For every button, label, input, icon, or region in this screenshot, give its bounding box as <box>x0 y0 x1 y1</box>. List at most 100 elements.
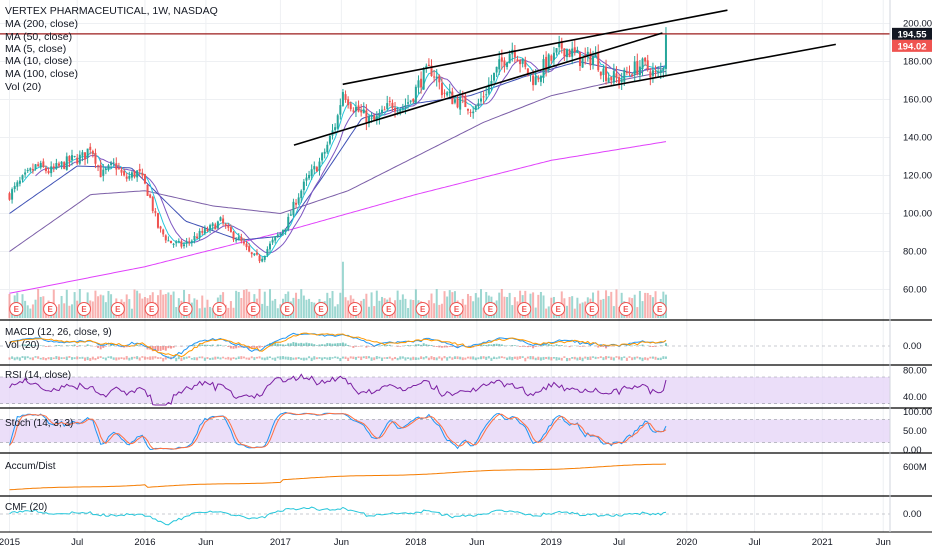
earnings-marker[interactable] <box>178 302 193 316</box>
macd-histogram-bar <box>305 342 308 346</box>
candle-body <box>149 194 152 198</box>
earnings-marker[interactable] <box>144 302 159 316</box>
macd-histogram-bar <box>97 346 100 348</box>
candle-body <box>425 65 428 69</box>
earnings-marker[interactable] <box>652 302 667 316</box>
volume-bar <box>55 307 58 318</box>
macd-volume-bar <box>529 356 532 360</box>
macd-volume-bar <box>31 357 34 361</box>
macd-histogram-bar <box>34 345 37 346</box>
candle-body <box>177 240 180 242</box>
earnings-marker[interactable] <box>517 302 532 316</box>
macd-histogram-bar <box>235 346 238 349</box>
earnings-marker[interactable] <box>212 302 227 316</box>
macd-volume-bar <box>271 357 274 360</box>
earnings-marker[interactable] <box>110 302 125 316</box>
volume-bar <box>37 289 40 318</box>
volume-bar <box>373 306 376 318</box>
macd-volume-bar <box>370 357 373 361</box>
earnings-marker[interactable] <box>449 302 464 316</box>
macd-volume-bar <box>571 357 574 359</box>
channel-trend-line[interactable] <box>342 9 728 86</box>
macd-volume-bar <box>524 357 527 362</box>
macd-volume-bar <box>94 357 97 361</box>
macd-histogram-bar <box>417 344 420 346</box>
x-tick-label: 2018 <box>405 537 426 548</box>
candle-body <box>240 237 243 241</box>
macd-volume-bar <box>227 356 230 360</box>
macd-volume-bar <box>594 356 597 360</box>
macd-volume-bar <box>250 356 253 359</box>
volume-bar <box>365 293 368 318</box>
candle-body <box>34 164 37 170</box>
macd-volume-bar <box>321 357 324 361</box>
candle-body <box>586 51 589 57</box>
volume-bar <box>399 299 402 318</box>
earnings-marker[interactable] <box>246 302 261 316</box>
candle-body <box>396 111 399 113</box>
channel-trend-line[interactable] <box>293 32 663 146</box>
earnings-marker-label: E <box>488 305 494 314</box>
macd-histogram-bar <box>513 345 516 346</box>
candle-body <box>495 66 498 73</box>
volume-bar <box>477 297 480 318</box>
candle-body <box>623 69 626 82</box>
earnings-marker[interactable] <box>381 302 396 316</box>
candle-body <box>659 69 662 73</box>
macd-volume-bar <box>453 356 456 360</box>
macd-volume-bar <box>16 356 19 360</box>
candle-body <box>211 223 214 227</box>
macd-volume-bar <box>425 356 428 359</box>
macd-histogram-bar <box>55 345 58 346</box>
volume-bar <box>39 296 42 318</box>
earnings-marker[interactable] <box>347 302 362 316</box>
candle-body <box>354 107 357 112</box>
candle-body <box>31 168 34 171</box>
macd-histogram-bar <box>326 343 329 346</box>
macd-histogram-bar <box>357 346 360 347</box>
stoch-axis-label: 50.00 <box>903 426 927 437</box>
volume-bar <box>8 293 11 318</box>
earnings-marker[interactable] <box>314 302 329 316</box>
macd-histogram-bar <box>443 346 446 348</box>
volume-bar <box>268 289 271 318</box>
earnings-marker[interactable] <box>483 302 498 316</box>
candle-body <box>71 155 74 160</box>
earnings-marker[interactable] <box>9 302 24 316</box>
candle-body <box>60 161 63 165</box>
volume-bar <box>440 303 443 318</box>
macd-volume-bar <box>443 356 446 359</box>
macd-volume-bar <box>414 357 417 360</box>
earnings-marker[interactable] <box>584 302 599 316</box>
macd-volume-bar <box>552 356 555 359</box>
macd-volume-bar <box>620 357 623 361</box>
earnings-marker[interactable] <box>76 302 91 316</box>
channel-trend-line[interactable] <box>598 43 836 89</box>
earnings-marker[interactable] <box>551 302 566 316</box>
macd-volume-bar <box>253 357 256 361</box>
volume-bar <box>279 304 282 318</box>
earnings-marker[interactable] <box>415 302 430 316</box>
volume-bar <box>302 295 305 318</box>
macd-histogram-bar <box>156 346 159 352</box>
earnings-marker-label: E <box>589 305 595 314</box>
macd-histogram-bar <box>193 344 196 346</box>
macd-histogram-bar <box>334 343 337 346</box>
macd-histogram-bar <box>57 345 60 346</box>
earnings-marker[interactable] <box>618 302 633 316</box>
macd-volume-bar <box>141 356 144 358</box>
macd-histogram-bar <box>201 344 204 346</box>
earnings-marker[interactable] <box>280 302 295 316</box>
cmf-pane-label: CMF (20) <box>5 502 47 513</box>
candle-body <box>21 175 24 180</box>
volume-bar <box>229 301 232 318</box>
macd-volume-bar <box>115 357 118 361</box>
candle-body <box>8 193 11 200</box>
macd-histogram-bar <box>578 346 581 347</box>
macd-histogram-bar <box>65 345 68 346</box>
earnings-marker[interactable] <box>43 302 58 316</box>
volume-bar <box>125 294 128 318</box>
volume-bar <box>97 296 100 318</box>
